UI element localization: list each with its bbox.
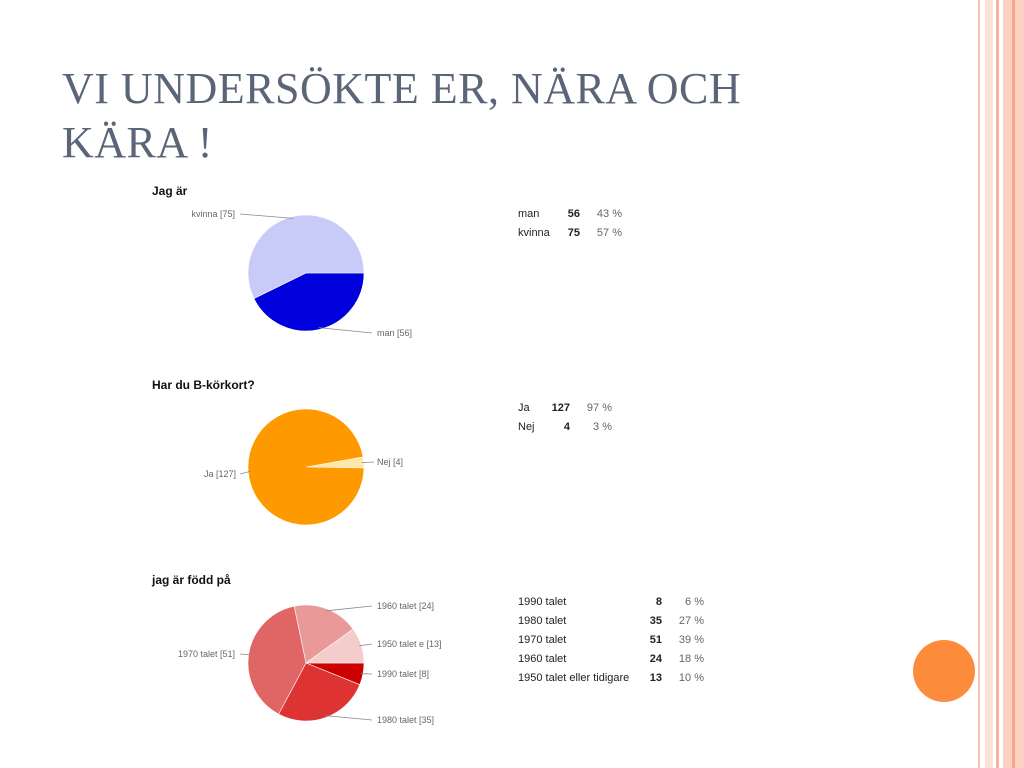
row-count: 127	[551, 401, 570, 414]
callout-line	[325, 715, 373, 721]
callout-label: 1960 talet [24]	[377, 601, 434, 611]
row-percent: 43 %	[596, 207, 622, 220]
row-count: 24	[649, 652, 662, 665]
row-percent: 6 %	[685, 595, 704, 608]
row-label: 1950 talet eller tidigare	[518, 671, 630, 684]
table-row: 1950 talet eller tidigare 13 10 %	[518, 671, 704, 690]
row-label: man	[518, 207, 540, 220]
row-percent: 27 %	[678, 614, 704, 627]
row-label: 1970 talet	[518, 633, 567, 646]
row-percent: 39 %	[678, 633, 704, 646]
decor-stripe-2	[985, 0, 993, 768]
callout-line	[239, 653, 251, 656]
row-percent: 97 %	[586, 401, 612, 414]
callout-line	[239, 213, 294, 219]
callout-label: 1970 talet [51]	[178, 649, 235, 659]
slide-title: VI UNDERSÖKTE ER, NÄRA OCH KÄRA !	[62, 62, 862, 170]
slide-title-line-1: VI UNDERSÖKTE ER, NÄRA OCH	[62, 64, 742, 113]
row-label: Nej	[518, 420, 535, 433]
chart-1-summary-table: man 56 43 % kvinna 75 57 %	[518, 207, 622, 245]
chart-2-title: Har du B-körkort?	[152, 378, 255, 392]
chart-1-pie: man [56] kvinna [75]	[191, 209, 412, 338]
row-label: 1990 talet	[518, 595, 567, 608]
chart-3-pie: 1990 talet [8] 1980 talet [35] 1970 talet …	[178, 601, 442, 725]
row-label: 1980 talet	[518, 614, 567, 627]
pie-slice-kvinna	[247, 214, 365, 299]
row-percent: 10 %	[678, 671, 704, 684]
row-percent: 18 %	[678, 652, 704, 665]
callout-label: kvinna [75]	[191, 209, 235, 219]
chart-2-summary-table: Ja 127 97 % Nej 4 3 %	[518, 401, 612, 439]
chart-3-title: jag är född på	[152, 573, 231, 587]
chart-2-pie: Ja [127] Nej [4]	[204, 408, 403, 526]
row-percent: 57 %	[596, 226, 622, 239]
chart-1-title: Jag är	[152, 184, 188, 198]
slide-title-line-2: KÄRA !	[62, 118, 213, 167]
callout-label: Nej [4]	[377, 457, 403, 467]
decor-stripe-3	[996, 0, 999, 768]
decor-stripe-5	[1012, 0, 1015, 768]
decor-circle	[913, 640, 975, 702]
table-row: Nej 4 3 %	[518, 420, 612, 439]
pie-slice-1960-talet	[293, 604, 354, 664]
row-count: 35	[649, 614, 662, 627]
row-label: Ja	[518, 401, 530, 414]
table-row: 1970 talet 51 39 %	[518, 633, 704, 652]
callout-line	[359, 643, 373, 647]
row-count: 8	[655, 595, 662, 608]
row-count: 51	[649, 633, 662, 646]
table-row: 1960 talet 24 18 %	[518, 652, 704, 671]
callout-label: 1990 talet [8]	[377, 669, 429, 679]
callout-label: 1980 talet [35]	[377, 715, 434, 725]
callout-line	[326, 605, 373, 612]
row-count: 75	[567, 226, 580, 239]
row-count: 13	[649, 671, 662, 684]
table-row: man 56 43 %	[518, 207, 622, 226]
callout-label: 1950 talet e [13]	[377, 639, 442, 649]
table-row: Ja 127 97 %	[518, 401, 612, 420]
pie-slice-man	[253, 272, 365, 332]
callout-line	[361, 461, 375, 463]
pie-slice-1980-talet	[278, 662, 361, 722]
row-percent: 3 %	[593, 420, 612, 433]
table-row: kvinna 75 57 %	[518, 226, 622, 245]
row-label: kvinna	[518, 226, 550, 239]
callout-line	[318, 327, 373, 334]
table-row: 1990 talet 8 6 %	[518, 595, 704, 614]
callout-line	[239, 471, 251, 475]
row-label: 1960 talet	[518, 652, 567, 665]
callout-label: Ja [127]	[204, 469, 236, 479]
chart-3-summary-table: 1990 talet 8 6 % 1980 talet 35 27 % 1970 talet…	[518, 595, 704, 690]
row-count: 56	[567, 207, 580, 220]
table-row: 1980 talet 35 27 %	[518, 614, 704, 633]
callout-label: man [56]	[377, 328, 412, 338]
decor-stripe-1	[978, 0, 980, 768]
row-count: 4	[563, 420, 570, 433]
